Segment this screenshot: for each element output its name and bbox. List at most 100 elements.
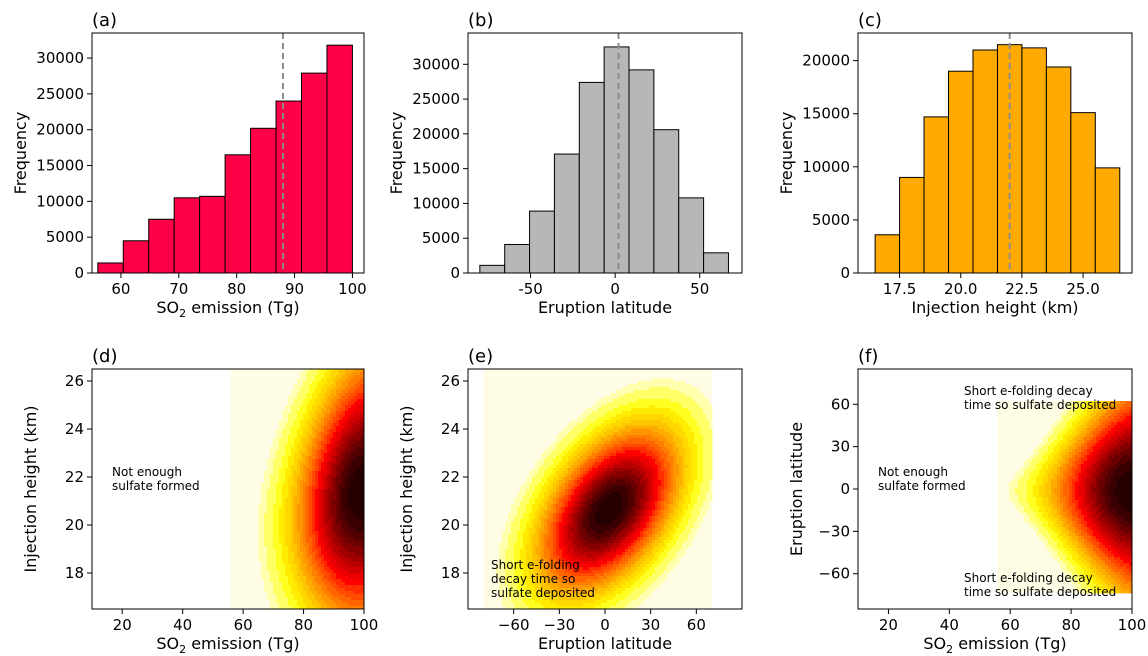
density-cell [583,471,587,475]
density-cell [321,582,325,586]
density-cell [354,522,358,526]
density-cell [357,399,361,403]
density-cell [616,510,620,514]
density-cell [282,492,286,496]
density-cell [679,456,683,460]
density-cell [324,594,328,598]
density-cell [601,441,605,445]
density-cell [285,438,289,442]
density-cell [279,447,283,451]
density-cell [324,453,328,457]
density-cell [628,465,632,469]
density-cell [547,498,551,502]
density-cell [303,459,307,463]
density-cell [327,429,331,433]
density-cell [628,402,632,406]
density-cell [324,414,328,418]
density-cell [577,477,581,481]
density-cell [565,480,569,484]
density-cell [622,396,626,400]
density-cell [291,477,295,481]
density-cell [631,402,635,406]
density-cell [288,513,292,517]
density-cell [297,585,301,589]
density-cell [333,486,337,490]
density-cell [565,450,569,454]
density-cell [628,441,632,445]
density-cell [541,504,545,508]
density-cell [267,486,271,490]
density-cell [544,480,548,484]
density-cell [294,603,298,607]
density-cell [360,411,364,415]
density-cell [285,447,289,451]
density-cell [670,435,674,439]
density-cell [261,519,265,523]
density-cell [643,396,647,400]
density-cell [276,567,280,571]
density-cell [625,405,629,409]
density-cell [610,468,614,472]
density-cell [637,405,641,409]
density-cell [682,441,686,445]
density-cell [652,447,656,451]
y-tick-label: 22 [65,468,84,486]
density-cell [318,597,322,601]
density-cell [333,516,337,520]
density-cell [273,579,277,583]
density-cell [625,495,629,499]
density-cell [306,558,310,562]
density-cell [294,531,298,535]
density-cell [294,549,298,553]
density-cell [351,426,355,430]
density-cell [327,549,331,553]
density-cell [312,534,316,538]
density-cell [282,591,286,595]
density-cell [348,525,352,529]
density-cell [646,465,650,469]
density-cell [330,435,334,439]
density-cell [637,414,641,418]
density-cell [589,510,593,514]
density-cell [592,480,596,484]
density-cell [291,570,295,574]
density-cell [288,594,292,598]
density-cell [574,513,578,517]
density-cell [613,498,617,502]
density-cell [670,468,674,472]
density-cell [339,495,343,499]
density-cell [258,522,262,526]
density-cell [318,399,322,403]
density-cell [288,474,292,478]
density-cell [526,507,530,511]
density-cell [667,459,671,463]
density-cell [318,369,322,373]
density-cell [330,522,334,526]
density-cell [264,495,268,499]
density-cell [291,543,295,547]
density-cell [318,504,322,508]
density-cell [541,462,545,466]
density-cell [288,447,292,451]
density-cell [327,546,331,550]
density-cell [306,411,310,415]
density-cell [523,492,527,496]
density-cell [670,387,674,391]
density-cell [628,462,632,466]
density-cell [285,570,289,574]
density-cell [667,384,671,388]
density-cell [351,393,355,397]
density-cell [315,432,319,436]
density-cell [354,411,358,415]
y-tick-label: 0 [450,264,460,282]
density-cell [291,513,295,517]
density-cell [288,507,292,511]
density-cell [556,504,560,508]
density-cell [279,477,283,481]
density-cell [351,462,355,466]
density-cell [703,411,707,415]
density-cell [357,600,361,604]
density-cell [664,492,668,496]
density-cell [342,522,346,526]
density-cell [664,456,668,460]
